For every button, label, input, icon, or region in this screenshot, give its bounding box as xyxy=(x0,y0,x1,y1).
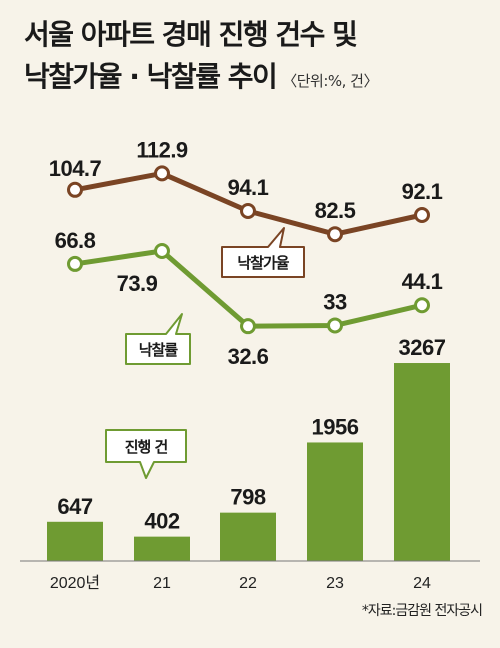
x-tick-label-3: 23 xyxy=(326,575,344,592)
sale-rate-value-label-4: 44.1 xyxy=(402,269,443,294)
price-rate-point-2 xyxy=(240,203,256,219)
bar-value-label-3: 1956 xyxy=(312,414,359,439)
sale-rate-point-1 xyxy=(154,243,170,259)
price-rate-callout-label: 낙찰가율 xyxy=(237,254,289,272)
sale-rate-point-2 xyxy=(240,318,256,335)
bar-4 xyxy=(394,363,450,561)
bar-value-label-2: 798 xyxy=(230,485,265,510)
bar-callout: 진행 건 xyxy=(105,429,187,479)
price-rate-value-label-0: 104.7 xyxy=(49,156,102,181)
sale-rate-callout: 낙찰률 xyxy=(125,313,191,365)
price-rate-point-1 xyxy=(154,165,170,182)
price-rate-point-3 xyxy=(327,226,343,243)
chart-title: 서울 아파트 경매 진행 건수 및 낙찰가율 · 낙찰률 추이 〈단위:%, 건〉 xyxy=(24,14,484,102)
bar-value-label-4: 3267 xyxy=(399,335,446,360)
unit-label: 〈단위:%, 건〉 xyxy=(282,72,378,90)
sale-rate-callout-label: 낙찰률 xyxy=(139,341,179,359)
price-rate-callout-box xyxy=(221,227,305,278)
price-rate-value-label-2: 94.1 xyxy=(228,175,269,200)
sale-rate-callout-box xyxy=(125,313,191,365)
bar-0 xyxy=(47,521,103,561)
x-tick-label-1: 21 xyxy=(153,575,171,592)
bar-2 xyxy=(220,512,276,561)
price-rate-callout: 낙찰가율 xyxy=(221,227,305,278)
sale-rate-value-label-2: 32.6 xyxy=(228,344,269,369)
bar-value-label-0: 647 xyxy=(57,494,92,519)
price-rate-point-0 xyxy=(67,181,83,198)
x-tick-label-0: 2020년 xyxy=(50,574,100,592)
bar-callout-label: 진행 건 xyxy=(125,438,168,456)
bar-value-label-1: 402 xyxy=(144,509,179,534)
chart-title-line-2: 낙찰가율 · 낙찰률 추이 〈단위:%, 건〉 xyxy=(24,56,484,102)
chart-title-line-1: 서울 아파트 경매 진행 건수 및 xyxy=(24,18,358,51)
sale-rate-point-3 xyxy=(327,317,343,334)
price-rate-point-4 xyxy=(414,207,430,223)
price-rate-value-label-4: 92.1 xyxy=(402,179,443,204)
sale-rate-value-label-0: 66.8 xyxy=(55,228,96,253)
price-rate-value-label-3: 82.5 xyxy=(315,198,356,223)
sale-rate-value-label-1: 73.9 xyxy=(117,271,158,296)
source-note: *자료:금감원 전자공시 xyxy=(361,603,483,619)
x-tick-label-4: 24 xyxy=(413,575,431,592)
chart-title-line-2-text: 낙찰가율 · 낙찰률 추이 xyxy=(24,60,278,93)
bar-3 xyxy=(307,442,363,561)
sale-rate-point-0 xyxy=(67,255,83,272)
sale-rate-value-label-3: 33 xyxy=(323,289,347,314)
x-tick-label-2: 22 xyxy=(239,575,257,592)
bar-1 xyxy=(134,536,190,561)
price-rate-value-label-1: 112.9 xyxy=(136,137,188,162)
sale-rate-point-4 xyxy=(414,297,430,314)
bar-callout-box xyxy=(105,429,187,479)
